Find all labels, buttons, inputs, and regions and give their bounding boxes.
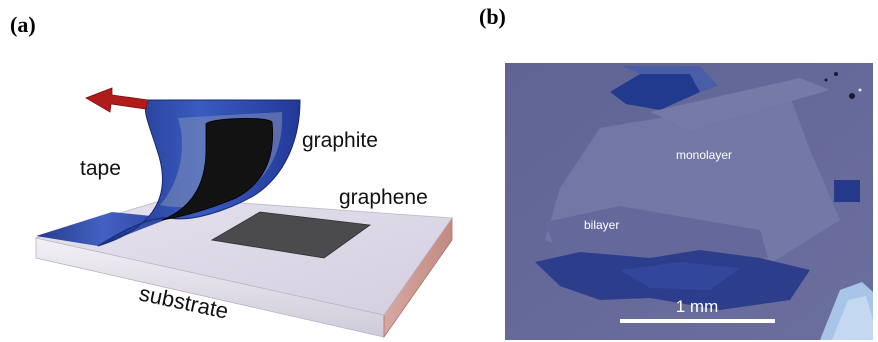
debris-speck: [824, 78, 828, 82]
scale-bar: [620, 319, 775, 323]
panel-label-b: (b): [479, 4, 506, 29]
panel-a-diagram: tape graphite graphene substrate: [34, 87, 453, 339]
bottom-flake-inner: [620, 262, 740, 290]
label-bilayer: bilayer: [584, 218, 619, 232]
graphite-piece: [161, 117, 274, 221]
peel-arrow: [85, 87, 149, 113]
debris-speck: [849, 93, 855, 99]
label-graphene: graphene: [339, 186, 428, 209]
debris-speck: [858, 88, 862, 92]
bilayer-region: [545, 206, 768, 262]
debris-speck: [834, 72, 838, 76]
graphene-flake: [210, 211, 372, 259]
right-small-flake: [834, 180, 860, 202]
label-tape: tape: [80, 157, 121, 180]
top-flake-edge: [622, 66, 718, 92]
panel-b-micrograph: monolayer bilayer 1 mm: [505, 63, 873, 340]
bottom-right-bright-flake-inner: [832, 296, 873, 340]
tape-flat-part: [36, 212, 170, 246]
top-dark-flake: [610, 74, 700, 110]
label-monolayer: monolayer: [676, 148, 732, 162]
label-graphite: graphite: [302, 129, 378, 152]
scale-bar-label: 1 mm: [676, 297, 719, 316]
panel-label-a: (a): [10, 12, 36, 37]
